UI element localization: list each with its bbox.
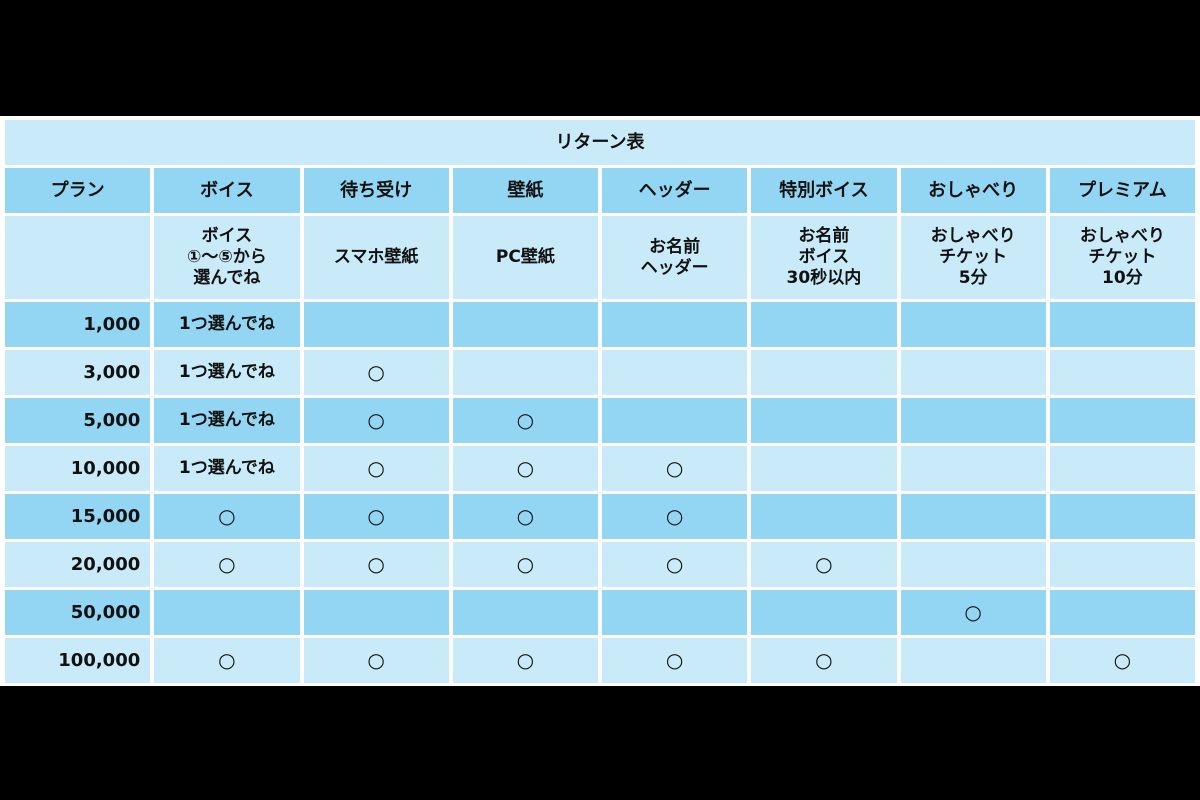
plan-amount-cell: 3,000 [5, 350, 151, 395]
included-mark-cell: ○ [602, 542, 748, 587]
column-description: お名前 ボイス 30秒以内 [751, 216, 897, 299]
table-cell [452, 302, 598, 347]
plan-amount-cell: 15,000 [5, 494, 151, 539]
included-mark-cell: ○ [602, 494, 748, 539]
table-cell [602, 398, 748, 443]
table-cell [900, 350, 1046, 395]
plan-amount-cell: 10,000 [5, 446, 151, 491]
table-cell [602, 350, 748, 395]
table-cell [452, 350, 598, 395]
included-mark-cell: ○ [303, 494, 449, 539]
table-cell: 1つ選んでね [154, 350, 300, 395]
table-cell: 1つ選んでね [154, 446, 300, 491]
column-description: お名前 ヘッダー [602, 216, 748, 299]
table-cell [154, 590, 300, 635]
table-cell [900, 542, 1046, 587]
column-header: プレミアム [1049, 168, 1195, 213]
included-mark-cell: ○ [452, 638, 598, 683]
table-cell [452, 590, 598, 635]
table-cell [900, 302, 1046, 347]
included-mark-cell: ○ [751, 542, 897, 587]
return-table: リターン表 プラン ボイス 待ち受け 壁紙 ヘッダー 特別ボイス おしゃべり プレミアムボイス… [5, 120, 1195, 683]
plan-amount-cell: 50,000 [5, 590, 151, 635]
table-cell [1049, 590, 1195, 635]
table-cell: 1つ選んでね [154, 398, 300, 443]
table-cell [751, 302, 897, 347]
table-cell [751, 446, 897, 491]
table-cell [900, 638, 1046, 683]
table-title: リターン表 [5, 120, 1195, 165]
table-cell [751, 494, 897, 539]
column-header: プラン [5, 168, 151, 213]
included-mark-cell: ○ [452, 398, 598, 443]
column-header: おしゃべり [900, 168, 1046, 213]
table-cell [1049, 398, 1195, 443]
included-mark-cell: ○ [154, 542, 300, 587]
plan-amount-cell: 100,000 [5, 638, 151, 683]
table-cell [751, 590, 897, 635]
table-cell [602, 302, 748, 347]
included-mark-cell: ○ [452, 446, 598, 491]
column-description: ボイス ①〜⑤から 選んでね [154, 216, 300, 299]
included-mark-cell: ○ [154, 494, 300, 539]
column-description: スマホ壁紙 [303, 216, 449, 299]
included-mark-cell: ○ [900, 590, 1046, 635]
included-mark-cell: ○ [154, 638, 300, 683]
included-mark-cell: ○ [751, 638, 897, 683]
column-description: おしゃべり チケット 5分 [900, 216, 1046, 299]
column-description [5, 216, 151, 299]
table-cell [900, 398, 1046, 443]
table-cell [303, 302, 449, 347]
plan-amount-cell: 1,000 [5, 302, 151, 347]
column-header: ヘッダー [602, 168, 748, 213]
plan-amount-cell: 5,000 [5, 398, 151, 443]
included-mark-cell: ○ [303, 446, 449, 491]
included-mark-cell: ○ [303, 638, 449, 683]
table-cell [1049, 494, 1195, 539]
table-cell [751, 350, 897, 395]
table-cell [1049, 302, 1195, 347]
included-mark-cell: ○ [602, 638, 748, 683]
table-cell [1049, 446, 1195, 491]
column-header: 特別ボイス [751, 168, 897, 213]
table-cell [751, 398, 897, 443]
table-cell: 1つ選んでね [154, 302, 300, 347]
column-header: ボイス [154, 168, 300, 213]
column-description: PC壁紙 [452, 216, 598, 299]
included-mark-cell: ○ [452, 494, 598, 539]
table-cell [602, 590, 748, 635]
included-mark-cell: ○ [1049, 638, 1195, 683]
table-cell [900, 446, 1046, 491]
included-mark-cell: ○ [602, 446, 748, 491]
table-cell [303, 590, 449, 635]
plan-amount-cell: 20,000 [5, 542, 151, 587]
return-table-image: リターン表 プラン ボイス 待ち受け 壁紙 ヘッダー 特別ボイス おしゃべり プレミアムボイス… [0, 116, 1200, 686]
included-mark-cell: ○ [452, 542, 598, 587]
table-cell [1049, 542, 1195, 587]
column-description: おしゃべり チケット 10分 [1049, 216, 1195, 299]
included-mark-cell: ○ [303, 398, 449, 443]
column-header: 壁紙 [452, 168, 598, 213]
included-mark-cell: ○ [303, 350, 449, 395]
table-cell [1049, 350, 1195, 395]
included-mark-cell: ○ [303, 542, 449, 587]
column-header: 待ち受け [303, 168, 449, 213]
table-cell [900, 494, 1046, 539]
